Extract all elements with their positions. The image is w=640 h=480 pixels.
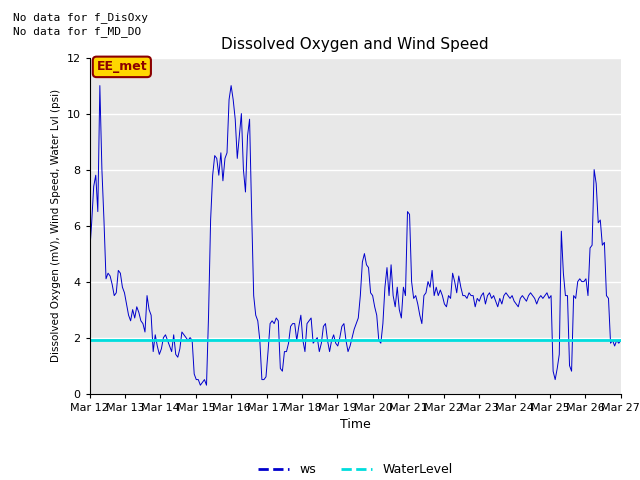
ws: [196, 382, 204, 388]
Text: EE_met: EE_met: [97, 60, 147, 73]
Text: No data for f_DisOxy: No data for f_DisOxy: [13, 12, 148, 23]
ws: [518, 293, 526, 299]
ws: [596, 217, 604, 223]
X-axis label: Time: Time: [340, 418, 371, 431]
Y-axis label: Dissolved Oxygen (mV), Wind Speed, Water Lvl (psi): Dissolved Oxygen (mV), Wind Speed, Water…: [51, 89, 61, 362]
Title: Dissolved Oxygen and Wind Speed: Dissolved Oxygen and Wind Speed: [221, 37, 489, 52]
WaterLevel: [86, 337, 93, 343]
Line: ws: ws: [90, 85, 621, 385]
WaterLevel: [121, 337, 129, 343]
ws: [152, 332, 159, 338]
ws: [314, 335, 321, 340]
Legend: ws, WaterLevel: ws, WaterLevel: [253, 458, 458, 480]
ws: [96, 83, 104, 88]
Text: No data for f_MD_DO: No data for f_MD_DO: [13, 26, 141, 37]
ws: [86, 251, 93, 256]
ws: [617, 337, 625, 343]
ws: [164, 337, 172, 343]
ws: [312, 337, 319, 343]
